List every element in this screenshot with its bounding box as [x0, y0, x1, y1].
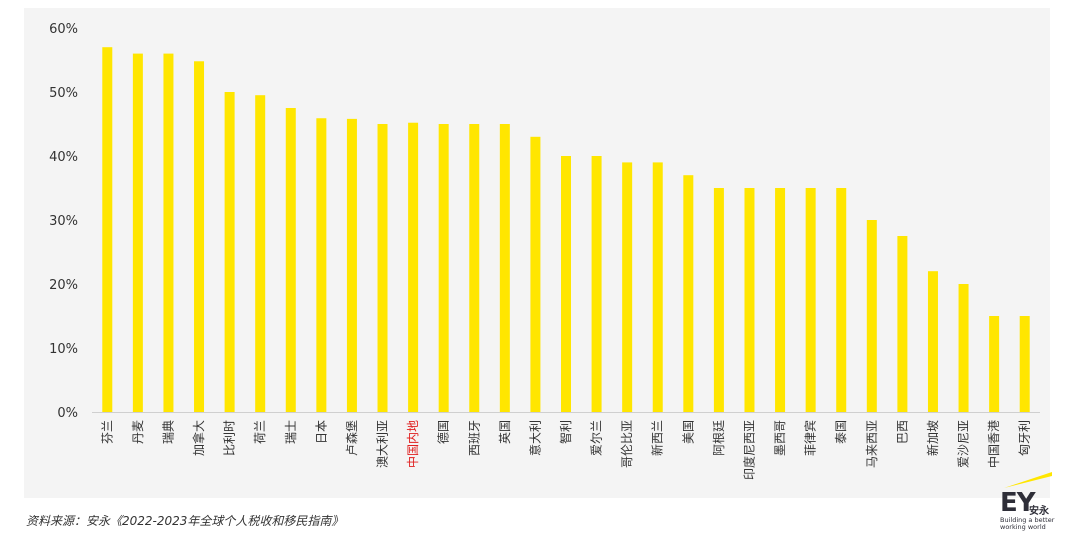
bar	[652, 162, 663, 412]
x-tick-label: 中国香港	[986, 420, 1001, 468]
bar	[102, 47, 113, 412]
logo-beam-icon	[1004, 472, 1052, 488]
bar	[561, 156, 571, 412]
bar	[408, 122, 419, 412]
x-tick-label: 卢森堡	[344, 420, 359, 456]
x-tick-label: 马来西亚	[865, 420, 879, 468]
y-tick-label: 0%	[57, 406, 78, 421]
y-tick-label: 40%	[49, 150, 78, 165]
bar	[132, 53, 143, 412]
logo-tagline: Building a better working world	[1000, 516, 1055, 531]
x-tick-label: 加拿大	[191, 420, 206, 456]
x-tick-label: 中国内地	[405, 420, 420, 468]
bar	[897, 236, 908, 412]
bar	[591, 156, 602, 412]
x-tick-label: 德国	[436, 420, 451, 444]
x-tick-label: 墨西哥	[773, 420, 787, 456]
bar	[438, 124, 449, 412]
x-tick-label: 荷兰	[253, 420, 267, 444]
x-tick-label: 瑞士	[284, 420, 298, 444]
bar	[775, 188, 786, 412]
x-tick-label: 英国	[498, 420, 512, 444]
bar	[255, 95, 266, 412]
bar	[469, 124, 480, 412]
bar	[1019, 316, 1030, 412]
x-tick-label: 爱沙尼亚	[957, 420, 971, 468]
bar	[285, 108, 296, 412]
x-axis: 芬兰 丹麦 瑞典 加拿大 比利时 荷兰 瑞士 日本 卢森堡 澳大利亚 中国内地 德国 西班牙 英国 意大利 智…	[100, 420, 1031, 480]
ey-logo: EY 安永 Building a better working world	[996, 470, 1060, 540]
bars	[102, 47, 1030, 413]
bar	[316, 118, 327, 413]
bar	[194, 61, 205, 412]
x-tick-label: 瑞典	[161, 420, 175, 444]
y-tick-label: 30%	[49, 214, 78, 229]
bar	[958, 284, 969, 412]
x-tick-label: 泰国	[834, 420, 848, 444]
bar	[163, 53, 174, 412]
x-tick-label: 哥伦比亚	[619, 420, 634, 468]
x-tick-label: 日本	[314, 420, 328, 444]
x-tick-label: 智利	[558, 420, 573, 444]
x-tick-label: 澳大利亚	[376, 420, 390, 468]
source-note: 资料来源：安永《2022-2023年全球个人税收和移民指南》	[26, 514, 344, 528]
bar	[224, 92, 235, 412]
bar	[927, 271, 938, 412]
y-tick-label: 20%	[49, 278, 78, 293]
bar	[713, 188, 724, 412]
x-tick-label: 芬兰	[100, 420, 114, 444]
y-tick-label: 50%	[49, 86, 78, 101]
bar	[499, 124, 510, 412]
x-tick-label: 爱尔兰	[589, 420, 604, 456]
x-tick-label: 美国	[681, 420, 695, 444]
bar	[805, 188, 816, 412]
x-tick-label: 意大利	[527, 420, 542, 456]
bar	[866, 220, 877, 412]
bar	[377, 124, 388, 412]
bar	[836, 188, 847, 412]
x-tick-label: 西班牙	[467, 420, 481, 456]
x-tick-label: 巴西	[895, 420, 909, 444]
y-tick-label: 10%	[49, 342, 78, 357]
x-tick-label: 丹麦	[131, 420, 145, 444]
bar	[346, 118, 357, 412]
x-tick-label: 匈牙利	[1018, 420, 1032, 456]
x-tick-label: 新西兰	[650, 420, 665, 456]
x-tick-label: 印度尼西亚	[741, 420, 756, 480]
bar	[744, 188, 755, 412]
x-tick-label: 新加坡	[925, 420, 940, 456]
bar	[530, 136, 541, 413]
bar	[622, 162, 633, 412]
logo-mark: EY	[1000, 488, 1036, 518]
bar	[989, 316, 1000, 412]
x-tick-label: 阿根廷	[712, 420, 726, 456]
bar	[683, 175, 694, 412]
x-tick-label: 菲律宾	[803, 420, 818, 456]
y-axis: 0% 10% 20% 30% 40% 50% 60%	[49, 22, 1040, 421]
x-tick-label: 比利时	[223, 420, 237, 456]
y-tick-label: 60%	[49, 22, 78, 37]
logo-name-cn: 安永	[1029, 506, 1049, 517]
